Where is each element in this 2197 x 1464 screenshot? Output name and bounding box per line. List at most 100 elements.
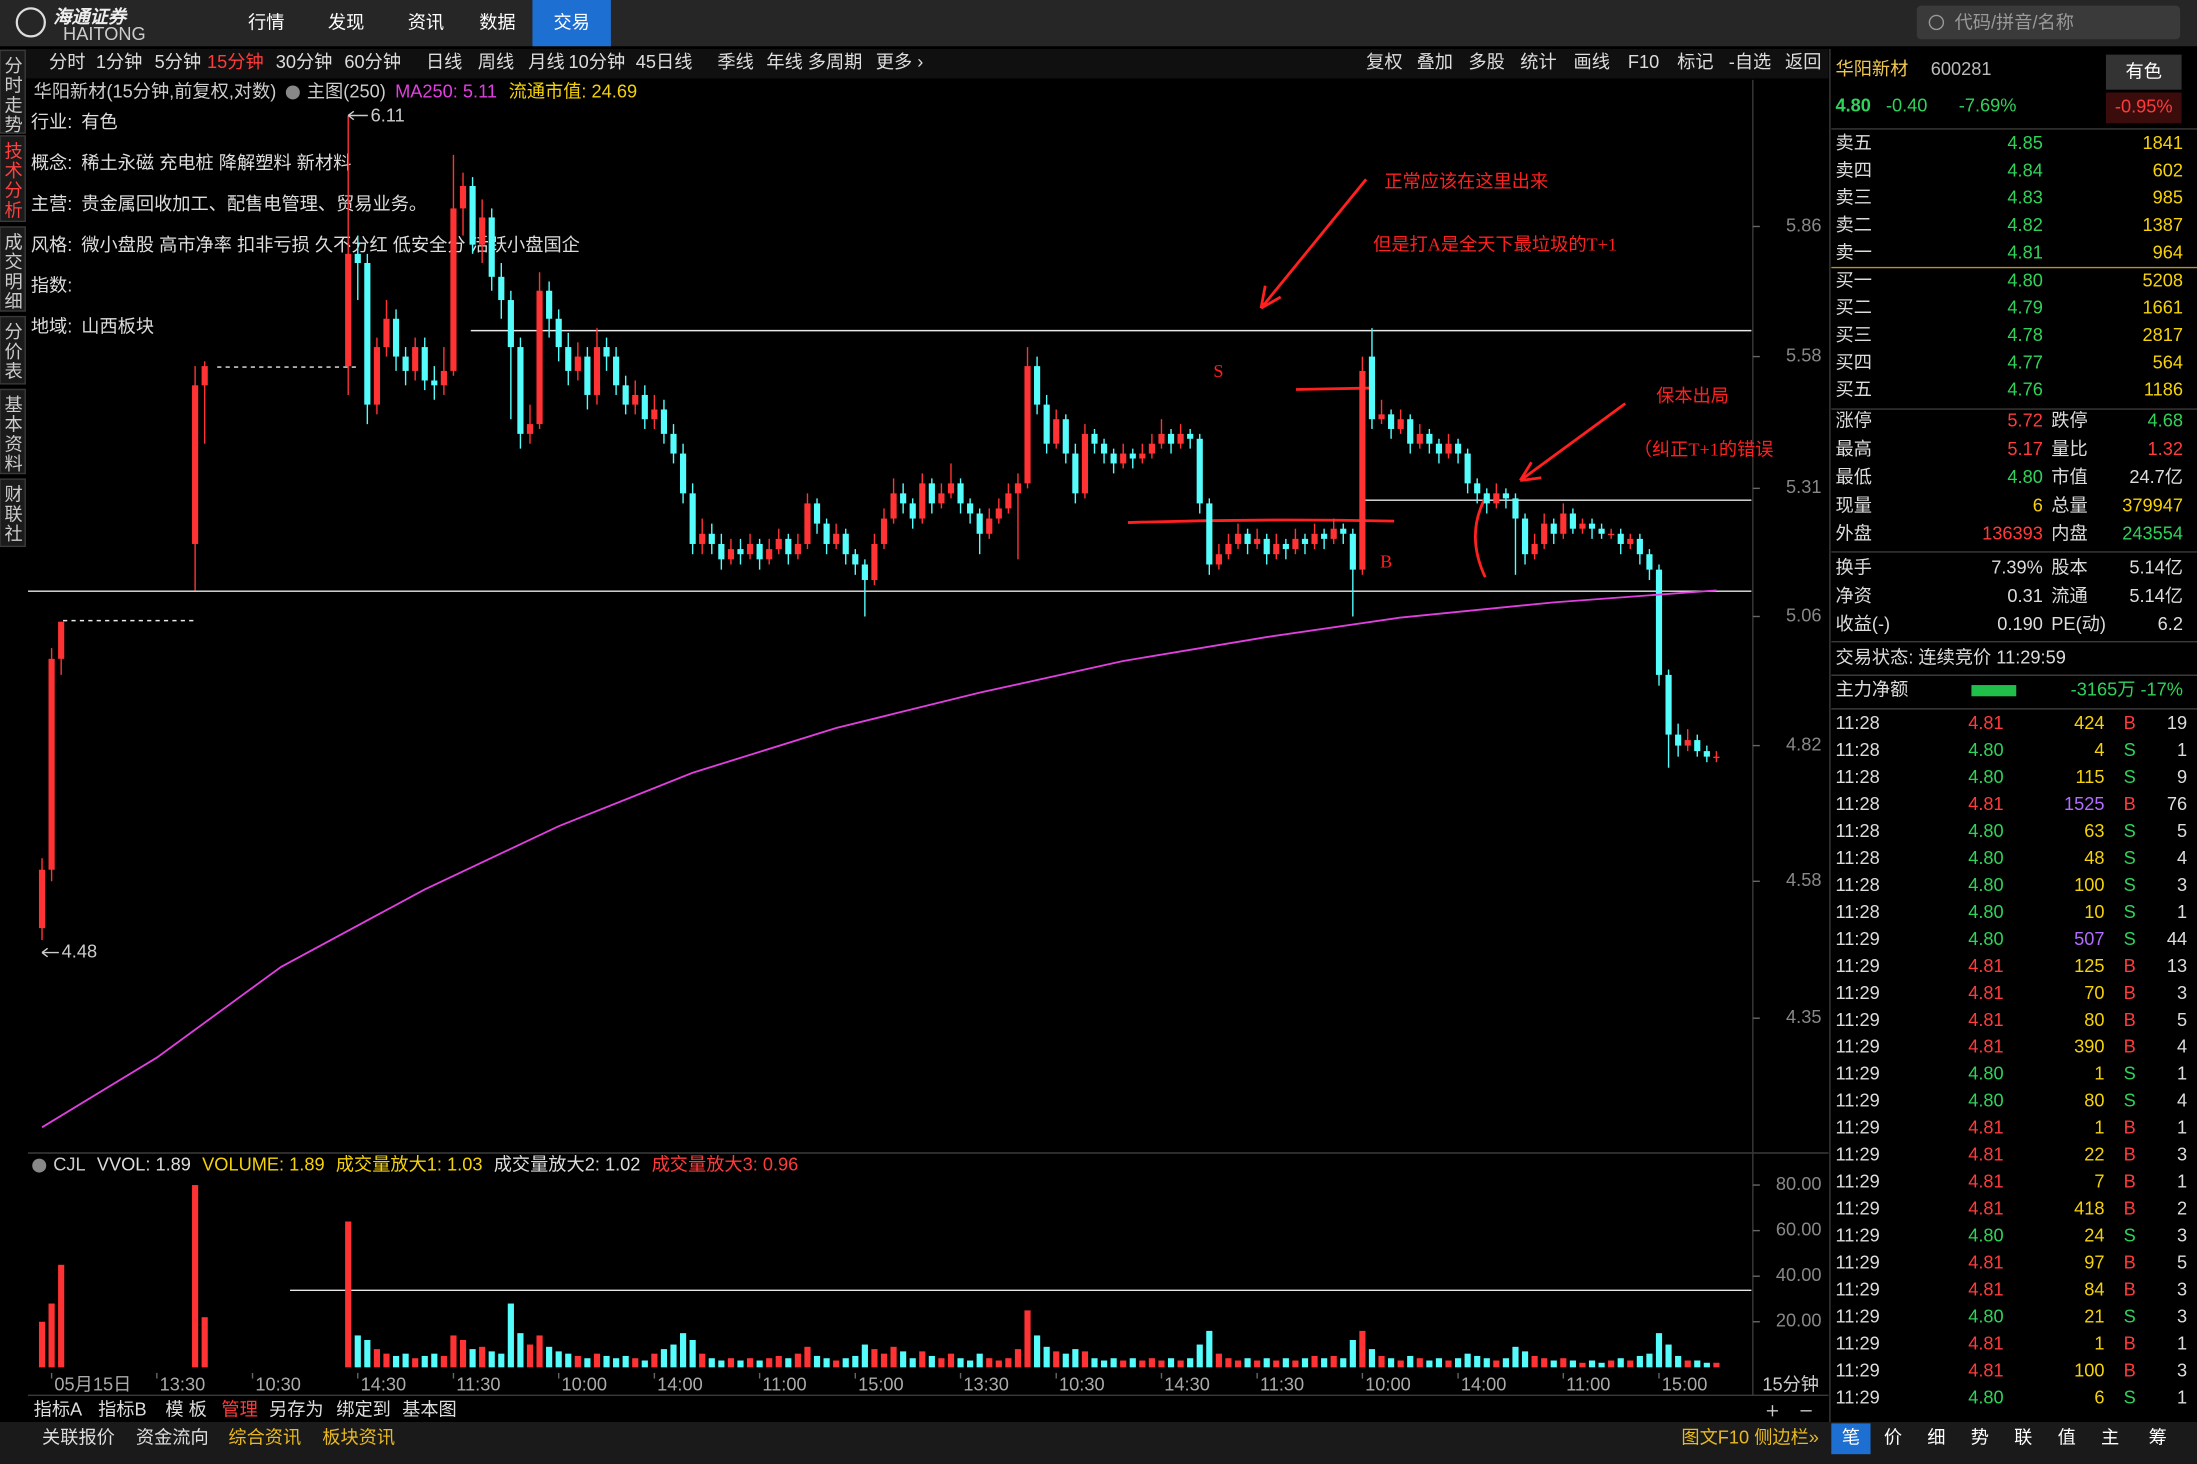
period-tab[interactable]: 日线 <box>426 52 462 72</box>
candle-body <box>431 380 438 386</box>
candle <box>1445 433 1452 459</box>
tick-price: 4.81 <box>1968 1145 2003 1165</box>
period-tab[interactable]: 月线 <box>528 52 564 72</box>
candle-body <box>660 409 668 434</box>
y-tick-label: 5.86 <box>1786 215 1821 235</box>
search-box[interactable] <box>1916 5 2181 40</box>
candle-body <box>1014 483 1022 494</box>
bottom-tab[interactable]: 指标B <box>98 1400 147 1420</box>
footer-link[interactable]: 资金流向 <box>136 1428 209 1448</box>
menu-item[interactable]: 行情 <box>248 13 284 33</box>
footer-link[interactable]: 板块资讯 <box>322 1428 395 1448</box>
menu-item[interactable]: 交易 <box>553 13 589 33</box>
tool-button[interactable]: 返回 <box>1785 52 1821 72</box>
candle <box>373 337 380 415</box>
candle-body <box>947 483 955 494</box>
candle <box>1158 419 1165 449</box>
candle <box>1694 734 1701 757</box>
candle <box>431 366 438 400</box>
side-tab[interactable] <box>0 478 26 548</box>
tool-button[interactable]: -自选 <box>1729 52 1771 72</box>
tool-button[interactable]: 多股 <box>1468 52 1504 72</box>
candle <box>1426 428 1433 454</box>
candle-body <box>1435 443 1443 454</box>
side-tab[interactable] <box>0 388 26 475</box>
flow-value: -3165万 -17% <box>2071 679 2183 699</box>
footer-link[interactable]: 综合资讯 <box>228 1428 301 1448</box>
candle <box>947 463 955 499</box>
candle <box>469 177 476 254</box>
bottom-tab[interactable]: 绑定到 <box>336 1400 391 1420</box>
side-tab[interactable] <box>0 315 26 385</box>
candle-body <box>1636 538 1643 555</box>
candle <box>603 337 610 371</box>
period-tab[interactable]: 30分钟 <box>276 52 333 72</box>
tool-button[interactable]: 画线 <box>1573 52 1609 72</box>
side-tab[interactable] <box>0 135 26 223</box>
book-label: 卖五 <box>1836 133 1872 153</box>
footer-link[interactable]: 关联报价 <box>42 1428 115 1448</box>
stat-label: 最低 <box>1836 467 1872 487</box>
period-tab[interactable]: 季线 <box>717 52 753 72</box>
period-tab[interactable]: 5分钟 <box>155 52 202 72</box>
sidebar-link[interactable]: 图文F10 侧边栏» <box>1681 1428 1819 1448</box>
panel-tab[interactable]: 主 <box>2101 1428 2119 1448</box>
candle-body <box>880 518 888 544</box>
period-tab[interactable]: 多周期 <box>808 52 863 72</box>
period-tab[interactable]: 45日线 <box>636 52 693 72</box>
volume-bar <box>1378 1355 1385 1368</box>
tool-button[interactable]: 叠加 <box>1417 52 1453 72</box>
info-label: 指数: <box>31 276 72 296</box>
volume-bar <box>1301 1358 1309 1368</box>
bottom-tab[interactable]: 管理 <box>221 1400 257 1420</box>
tool-button[interactable]: F10 <box>1628 52 1659 72</box>
side-tab[interactable] <box>0 226 26 312</box>
y-tick-label: 4.82 <box>1786 734 1821 754</box>
period-tab[interactable]: 分时 <box>49 52 85 72</box>
menu-item[interactable]: 数据 <box>479 13 515 33</box>
period-tab[interactable]: 年线 <box>766 52 802 72</box>
candle-body <box>546 290 553 319</box>
panel-tab[interactable]: 价 <box>1884 1428 1902 1448</box>
candle <box>1120 443 1127 469</box>
volume-bar <box>1034 1335 1041 1368</box>
candle-body <box>469 185 476 245</box>
panel-tab[interactable]: 筹 <box>2149 1428 2167 1448</box>
period-tab[interactable]: 更多 › <box>876 52 924 72</box>
side-tab[interactable] <box>0 49 26 134</box>
candle-body <box>1091 433 1098 444</box>
period-tab[interactable]: 周线 <box>478 52 514 72</box>
tool-button[interactable]: 标记 <box>1677 52 1713 72</box>
tick-volume: 100 <box>2074 1360 2104 1380</box>
volume-bar <box>354 1335 361 1368</box>
panel-tab[interactable]: 联 <box>2014 1428 2032 1448</box>
panel-tab[interactable]: 势 <box>1971 1428 1989 1448</box>
volume-bar <box>651 1353 658 1368</box>
stock-code: 600281 <box>1931 59 1992 79</box>
period-tab[interactable]: 15分钟 <box>207 52 264 72</box>
zoom-buttons[interactable] <box>1766 1405 1812 1417</box>
volume-bar <box>861 1344 868 1368</box>
period-tab[interactable]: 60分钟 <box>344 52 401 72</box>
panel-tab[interactable]: 笔 <box>1842 1428 1860 1448</box>
candle-body <box>402 356 409 371</box>
panel-tab[interactable]: 细 <box>1927 1428 1945 1448</box>
period-tab[interactable]: 10分钟 <box>569 52 626 72</box>
stat-value: 136393 <box>1982 524 2043 544</box>
candle <box>201 361 208 444</box>
volume-bar <box>1330 1355 1337 1368</box>
tool-button[interactable]: 复权 <box>1366 52 1402 72</box>
book-price: 4.76 <box>2007 380 2042 400</box>
menu-item[interactable]: 发现 <box>328 13 364 33</box>
volume-bar <box>708 1358 715 1368</box>
tick-side: S <box>2124 767 2136 787</box>
bottom-tab[interactable]: 模 板 <box>165 1400 206 1420</box>
period-tab[interactable]: 1分钟 <box>96 52 143 72</box>
tool-button[interactable]: 统计 <box>1520 52 1556 72</box>
bottom-tab[interactable]: 基本图 <box>402 1400 457 1420</box>
menu-item[interactable]: 资讯 <box>408 13 444 33</box>
panel-tab[interactable]: 值 <box>2058 1428 2076 1448</box>
bottom-tab[interactable]: 另存为 <box>269 1400 324 1420</box>
bottom-tab[interactable]: 指标A <box>34 1400 83 1420</box>
